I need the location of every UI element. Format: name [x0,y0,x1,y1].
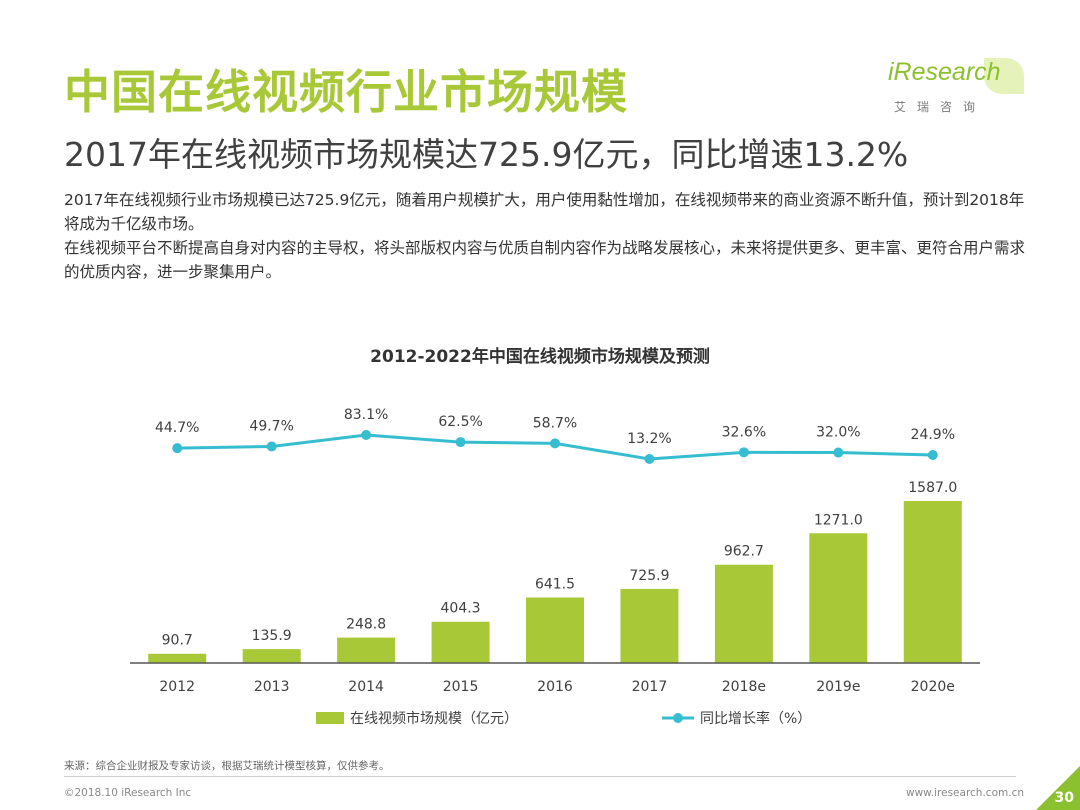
bar-value-label: 404.3 [441,601,481,617]
bar-value-label: 135.9 [252,628,292,644]
bar-value-label: 90.7 [162,633,193,649]
growth-value-label: 58.7% [533,415,577,431]
growth-point-2014 [361,430,372,440]
footer-divider [64,776,1016,777]
page-number: 30 [1054,790,1074,806]
bar-2015 [431,621,490,663]
bar-value-label: 1587.0 [908,480,957,496]
legend-line-marker [673,713,683,723]
growth-value-label: 83.1% [344,407,388,423]
x-tick-label: 2016 [537,679,573,695]
x-tick-label: 2018e [722,679,766,695]
growth-point-2013 [266,441,277,452]
growth-value-label: 49.7% [249,418,293,434]
bar-2012 [148,653,207,663]
x-tick-label: 2019e [816,679,860,695]
source-note: 来源：综合企业财报及专家访谈，根据艾瑞统计模型核算，仅供参考。 [64,760,390,772]
bar-2019e [809,533,868,663]
bar-2013 [242,649,301,663]
body-paragraph-2: 在线视频平台不断提高自身对内容的主导权，将头部版权内容与优质自制内容作为战略发展… [64,239,1026,281]
page-title: 中国在线视频行业市场规模 [64,65,628,119]
x-tick-label: 2017 [632,679,668,695]
logo-swoosh-icon [984,58,1024,94]
growth-point-2020e [927,449,938,460]
x-tick-label: 2015 [443,679,479,695]
bar-2016 [526,597,584,663]
growth-value-label: 44.7% [155,420,199,436]
growth-value-label: 24.9% [911,427,955,443]
copyright: ©2018.10 iResearch Inc [64,787,192,799]
body-paragraph-1: 2017年在线视频行业市场规模已达725.9亿元，随着用户规模扩大，用户使用黏性… [64,191,1025,233]
iresearch-logo: iResearch 艾瑞咨询 [888,58,1028,124]
growth-point-2016 [550,438,560,449]
bar-2014 [337,637,396,663]
growth-point-2017 [644,454,655,464]
x-tick-label: 2012 [159,679,195,695]
growth-point-2018e [738,447,749,458]
growth-point-2012 [172,443,183,454]
bar-value-label: 641.5 [535,577,575,593]
legend-line-label: 同比增长率（%） [700,710,811,727]
x-tick-label: 2014 [348,679,384,695]
growth-value-label: 32.0% [816,425,860,441]
legend-bar-swatch [316,712,344,724]
growth-value-label: 62.5% [438,414,482,430]
logo-subtext: 艾瑞咨询 [894,100,987,114]
body-text: 2017年在线视频行业市场规模已达725.9亿元，随着用户规模扩大，用户使用黏性… [64,188,1026,284]
x-tick-label: 2020e [911,679,955,695]
bar-value-label: 962.7 [724,544,764,560]
x-tick-label: 2013 [254,679,290,695]
bar-2017 [620,588,679,663]
chart-title: 2012-2022年中国在线视频市场规模及预测 [370,347,710,367]
bar-value-label: 725.9 [629,568,669,584]
bar-value-label: 248.8 [346,617,386,633]
website-link[interactable]: www.iresearch.com.cn [905,787,1024,799]
page-subtitle: 2017年在线视频市场规模达725.9亿元，同比增速13.2% [64,135,909,174]
growth-point-2019e [833,447,844,458]
growth-value-label: 32.6% [722,424,766,440]
bar-2018e [714,564,773,663]
bar-2020e [903,501,962,663]
logo-wordmark: iResearch [888,58,1001,86]
bar-value-label: 1271.0 [814,512,863,528]
growth-point-2015 [455,437,466,448]
growth-value-label: 13.2% [627,431,671,447]
legend-bar-label: 在线视频市场规模（亿元） [350,710,518,727]
